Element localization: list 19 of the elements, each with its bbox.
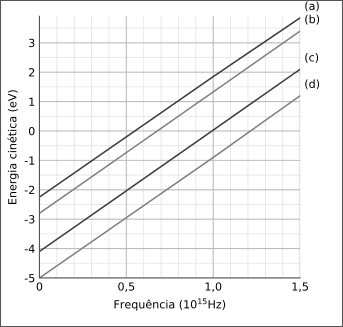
y-tick-label: -2 [24,186,34,194]
series-label: (b) [305,14,320,25]
x-tick-label: 1,5 [292,282,308,292]
series-label: (c) [305,52,318,63]
x-tick-label: 0,5 [118,282,134,292]
y-tick-label: -3 [24,215,34,224]
y-tick-label: -1 [24,156,34,165]
x-axis-title: Frequência (10$^{15}$Hz) [114,298,226,311]
series-label: (a) [305,2,319,12]
x-tick-label: 0 [36,282,42,291]
series-label: (d) [305,79,320,90]
y-tick-label: 0 [28,126,35,136]
y-tick-label: 2 [29,68,34,76]
y-tick-label: 1 [29,98,34,106]
y-axis-title: Energia cinética (eV) [7,90,19,204]
x-tick-label: 1,0 [206,282,222,292]
y-tick-label: -5 [24,274,34,282]
y-tick-label: -4 [24,244,35,253]
y-tick-label: 3 [29,38,34,48]
